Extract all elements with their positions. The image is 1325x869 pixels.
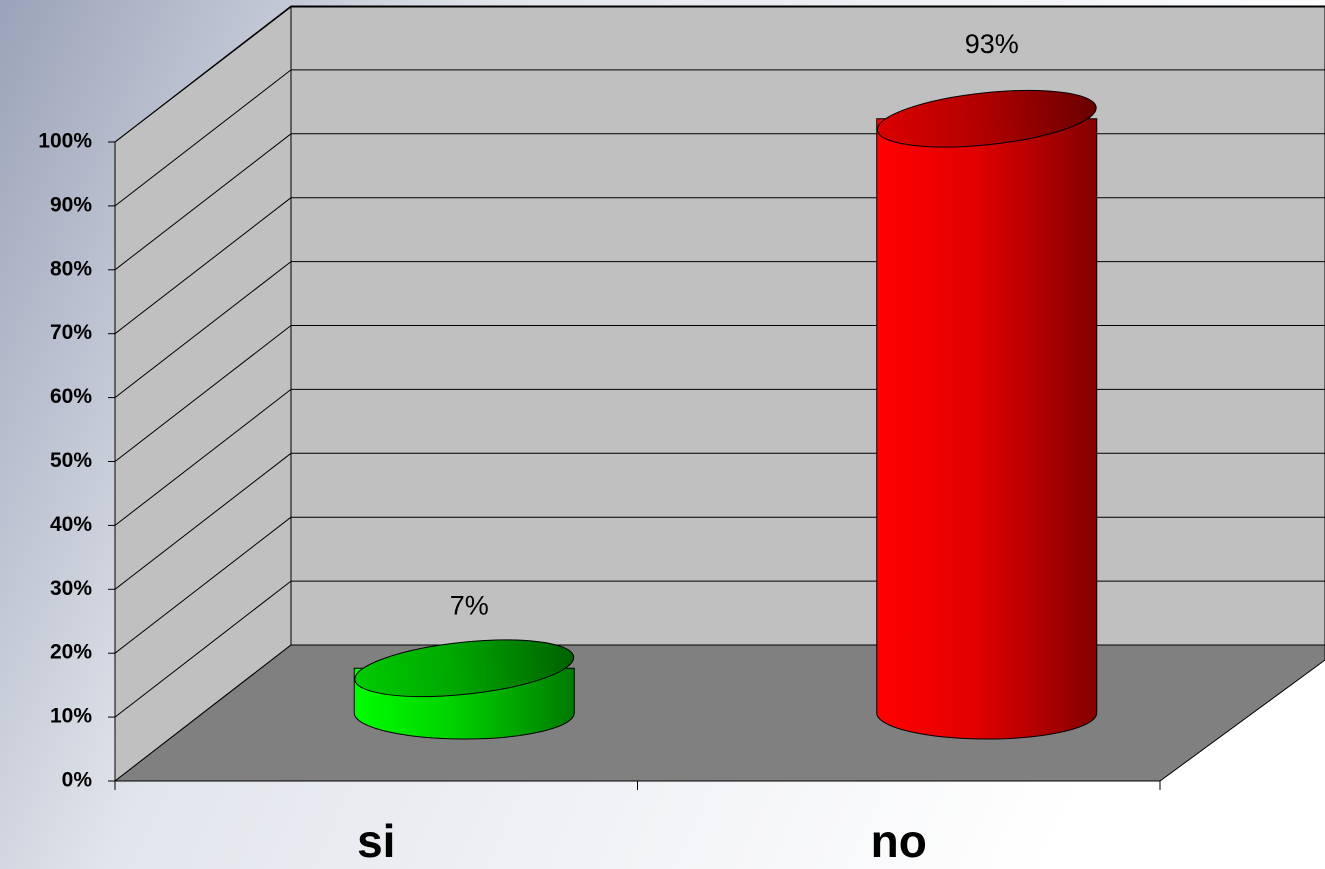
grid-line <box>114 261 292 398</box>
x-tick-label: si <box>357 815 395 867</box>
floor <box>113 644 1325 782</box>
grid-line <box>114 580 292 718</box>
value-label: 93% <box>965 29 1019 59</box>
y-tick-label: 90% <box>50 193 92 216</box>
y-tick-label: 60% <box>50 385 92 408</box>
y-tick-label: 10% <box>50 705 92 728</box>
y-tick-label: 0% <box>62 769 93 792</box>
grid-line <box>114 516 292 654</box>
grid-line <box>114 325 292 462</box>
grid-line <box>114 133 292 271</box>
grid-line <box>114 197 292 335</box>
grid-line <box>114 389 292 526</box>
bar <box>876 118 1098 740</box>
grid-line <box>114 5 292 143</box>
grid-line <box>114 452 292 590</box>
x-tick-label: no <box>871 815 927 867</box>
y-tick-label: 30% <box>50 577 92 600</box>
y-tick-label: 80% <box>50 257 92 280</box>
grid-line <box>114 69 292 207</box>
y-tick-label: 20% <box>50 641 92 664</box>
y-tick-label: 50% <box>50 449 92 472</box>
bar-top <box>876 89 1097 148</box>
bar-top <box>354 639 575 698</box>
y-tick-label: 40% <box>50 513 92 536</box>
value-label: 7% <box>450 590 489 620</box>
y-tick-label: 70% <box>50 321 92 344</box>
y-tick-label: 100% <box>38 130 92 153</box>
